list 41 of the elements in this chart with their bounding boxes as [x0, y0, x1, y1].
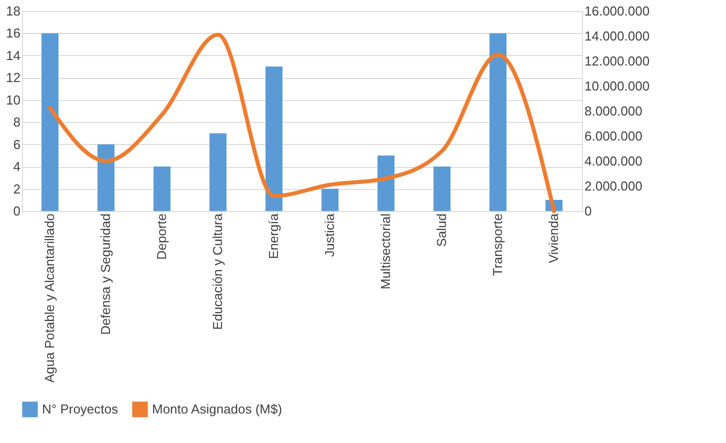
y2-tick-label: 10.000.000 — [584, 78, 650, 94]
y2-tick-label: 2.000.000 — [584, 178, 642, 194]
x-tick-label: Agua Potable y Alcantarillado — [42, 214, 57, 383]
x-tick-label: Multisectorial — [378, 213, 393, 290]
y2-tick-label: 16.000.000 — [584, 4, 650, 18]
x-tick-label: Salud — [434, 214, 449, 247]
y-tick-label: 16 — [6, 26, 20, 41]
x-tick-label: Justicia — [322, 212, 337, 257]
x-tick-label: Defensa y Seguridad — [98, 214, 113, 335]
bar — [42, 33, 58, 211]
y-tick-label: 14 — [6, 48, 20, 63]
y-tick-label: 2 — [13, 181, 20, 196]
x-tick-label: Energía — [266, 212, 281, 260]
y-tick-label: 0 — [13, 204, 20, 218]
y-tick-label: 4 — [13, 159, 20, 174]
bar — [154, 166, 170, 211]
bar — [98, 144, 114, 211]
legend-label: Monto Asignados (M$) — [152, 401, 282, 416]
x-tick-label: Vivienda — [546, 212, 561, 264]
y-tick-label: 18 — [6, 4, 20, 18]
legend-label: N° Proyectos — [42, 401, 118, 416]
y2-tick-label: 6.000.000 — [584, 128, 642, 144]
y2-tick-label: 4.000.000 — [584, 154, 642, 168]
y2-tick-label: 12.000.000 — [584, 54, 650, 68]
y2-tick-label: 14.000.000 — [584, 28, 650, 44]
y-tick-label: 8 — [13, 114, 20, 130]
bar — [266, 66, 282, 211]
y-tick-label: 6 — [13, 136, 20, 152]
bar — [434, 166, 450, 211]
y2-tick-label: 0 — [584, 204, 592, 218]
x-tick-label: Educación y Cultura — [210, 212, 225, 330]
bar — [210, 133, 226, 211]
x-tick-label: Deporte — [154, 214, 169, 260]
x-tick-label: Transporte — [490, 214, 505, 276]
bar — [322, 188, 338, 211]
y2-tick-label: 8.000.000 — [584, 104, 642, 118]
bar — [378, 155, 394, 211]
bar — [490, 33, 506, 211]
line-series — [48, 32, 556, 213]
y-tick-label: 10 — [6, 92, 20, 108]
y-tick-label: 12 — [6, 70, 20, 86]
